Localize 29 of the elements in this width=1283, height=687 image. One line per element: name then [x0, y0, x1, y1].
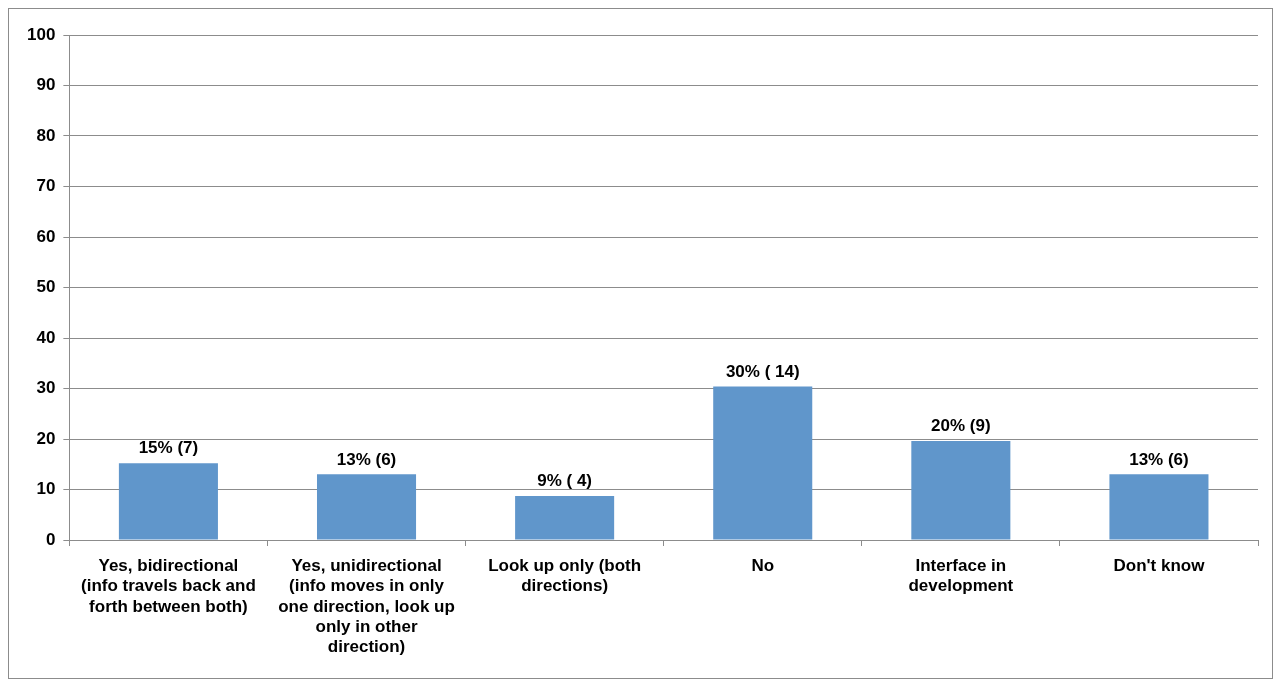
data-label: 15% (7) — [138, 438, 199, 458]
data-label: 20% (9) — [931, 416, 991, 436]
data-label: 13% (6) — [336, 449, 397, 469]
x-tick-label: Interface in development — [908, 555, 1014, 596]
y-tick-label: 0 — [45, 529, 56, 549]
y-tick-label: 90 — [36, 75, 56, 95]
bar — [317, 474, 417, 540]
x-tick-label: No — [751, 555, 775, 575]
bar — [1109, 474, 1209, 540]
y-tick-label: 20 — [36, 428, 56, 448]
bar — [118, 463, 218, 540]
y-tick-label: 30 — [36, 378, 56, 398]
y-tick-label: 10 — [36, 479, 56, 499]
y-tick-label: 40 — [36, 327, 56, 347]
data-label: 9% ( 4) — [537, 471, 593, 491]
x-tick-label: Yes, unidirectional (info moves in only one direction, look up only in other direction) — [278, 555, 455, 657]
y-tick-label: 80 — [36, 125, 56, 145]
y-tick-label: 50 — [36, 277, 56, 297]
data-label: 13% (6) — [1129, 449, 1189, 469]
y-tick-label: 70 — [36, 176, 56, 196]
bar — [515, 496, 615, 540]
x-tick-label: Don't know — [1113, 555, 1206, 575]
x-tick-label: Look up only (both directions) — [488, 555, 642, 596]
y-tick-label: 60 — [36, 226, 56, 246]
bar — [911, 441, 1011, 540]
y-tick-label: 100 — [26, 24, 56, 44]
bar — [713, 386, 813, 540]
data-label: 30% ( 14) — [725, 361, 800, 381]
x-tick-label: Yes, bidirectional (info travels back and forth between both) — [81, 555, 256, 616]
